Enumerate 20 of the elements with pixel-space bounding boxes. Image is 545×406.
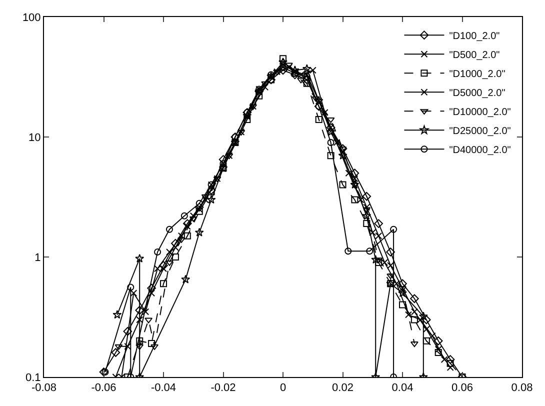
legend-label: "D10000_2.0" <box>449 107 512 118</box>
legend-label: "D500_2.0" <box>449 50 500 61</box>
y-tick-label: 10 <box>28 132 41 144</box>
x-tick-label: -0.08 <box>31 382 57 394</box>
legend-label: "D1000_2.0" <box>449 69 506 80</box>
y-tick-label: 1 <box>34 252 41 264</box>
x-tick-label: 0.02 <box>332 382 354 394</box>
x-tick-label: -0.06 <box>91 382 116 394</box>
legend-label: "D25000_2.0" <box>449 126 512 137</box>
legend-label: "D100_2.0" <box>449 31 500 42</box>
x-tick-label: 0.04 <box>392 382 414 394</box>
x-tick-label: 0.08 <box>511 382 533 394</box>
x-tick-label: -0.04 <box>150 382 176 394</box>
legend-label: "D5000_2.0" <box>449 88 506 99</box>
legend-label: "D40000_2.0" <box>449 145 512 156</box>
x-tick-label: -0.02 <box>210 382 236 394</box>
y-tick-label: 0.1 <box>26 372 41 384</box>
x-tick-label: 0 <box>280 382 286 394</box>
x-tick-label: 0.06 <box>452 382 473 394</box>
y-tick-label: 100 <box>22 12 41 24</box>
